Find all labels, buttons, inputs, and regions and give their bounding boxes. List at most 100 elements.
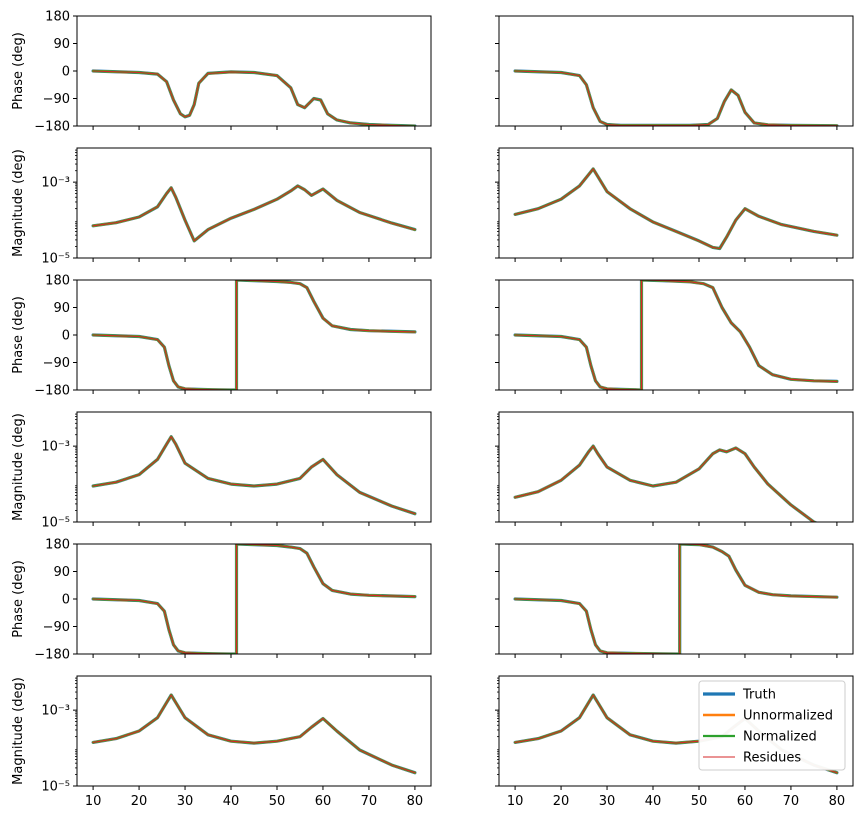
- series-line-normalized-r1c1: [91, 69, 416, 126]
- series-line-truth-r4c1: [91, 435, 417, 516]
- series-line-residues-r5c2: [514, 544, 838, 654]
- series-line-truth-r1c2: [513, 69, 839, 126]
- y-tick-label-r1c1-4: −180: [34, 120, 70, 135]
- y-tick-label-r5c1-1: 90: [53, 565, 70, 580]
- x-tick-label-r6c1-0: 10: [85, 794, 102, 809]
- panel-r1c1: 180 90 0 −90 −180 Phase (deg): [11, 10, 432, 135]
- axes-frame-r2c1: [76, 147, 432, 259]
- x-tick-label-r6c1-2: 30: [177, 794, 194, 809]
- legend-label-unnormalized: Unnormalized: [743, 709, 833, 724]
- series-line-residues-r4c2: [514, 445, 816, 522]
- y-tick-label-r3c1-3: −90: [43, 356, 70, 371]
- panel-r2c2: [495, 147, 854, 262]
- x-tick-label-r6c2-2: 30: [599, 794, 616, 809]
- x-tick-label-r6c1-5: 60: [315, 794, 332, 809]
- x-tick-label-r6c1-3: 40: [223, 794, 240, 809]
- series-line-truth-r6c1: [91, 693, 417, 775]
- y-tick-label-r3c1-2: 0: [62, 329, 70, 344]
- series-line-unnormalized-r6c1: [91, 693, 417, 775]
- y-tick-label-r1c1-2: 0: [62, 65, 70, 80]
- y-tick-label-r4c1-0: 10⁻³: [41, 440, 70, 455]
- series-line-unnormalized-r1c2: [513, 69, 839, 126]
- legend-label-residues: Residues: [743, 751, 801, 766]
- y-tick-label-r4c1-1: 10⁻⁵: [41, 516, 70, 531]
- series-line-unnormalized-r3c1: [91, 280, 417, 390]
- series-line-normalized-r3c1: [91, 280, 416, 390]
- series-line-normalized-r1c2: [513, 69, 839, 126]
- series-line-residues-r1c1: [92, 70, 416, 126]
- y-tick-label-r6c1-0: 10⁻³: [41, 704, 70, 719]
- series-line-truth-r2c1: [91, 184, 417, 243]
- axes-frame-r4c2: [498, 411, 854, 523]
- y-tick-label-r1c1-0: 180: [45, 10, 70, 25]
- series-line-normalized-r6c1: [91, 693, 416, 774]
- y-tick-label-r5c1-3: −90: [43, 620, 70, 635]
- y-tick-label-r3c1-1: 90: [53, 301, 70, 316]
- y-axis-label-r1c1: Phase (deg): [11, 32, 26, 110]
- series-line-truth-r3c2: [513, 280, 839, 390]
- x-tick-label-r6c2-0: 10: [507, 794, 524, 809]
- series-line-unnormalized-r4c2: [513, 444, 818, 522]
- axes-frame-r2c2: [498, 147, 854, 259]
- series-line-truth-r2c2: [513, 167, 839, 251]
- series-line-normalized-r5c2: [513, 544, 839, 654]
- series-line-residues-r1c2: [514, 70, 838, 126]
- y-axis-label-r5c1: Phase (deg): [11, 560, 26, 638]
- y-tick-label-r3c1-4: −180: [34, 384, 70, 399]
- series-line-normalized-r4c1: [91, 435, 416, 515]
- x-tick-label-r6c2-3: 40: [645, 794, 662, 809]
- y-tick-label-r5c1-4: −180: [34, 648, 70, 663]
- x-tick-label-r6c2-6: 70: [783, 794, 800, 809]
- series-line-normalized-r2c2: [513, 167, 839, 250]
- y-tick-label-r1c1-3: −90: [43, 92, 70, 107]
- axes-frame-r4c1: [76, 411, 432, 523]
- panel-r5c1: 180 90 0 −90 −180 Phase (deg): [11, 538, 432, 663]
- series-line-truth-r3c1: [91, 280, 417, 390]
- x-tick-label-r6c2-7: 80: [829, 794, 846, 809]
- y-axis-label-r3c1: Phase (deg): [11, 296, 26, 374]
- series-line-normalized-r5c1: [91, 544, 416, 654]
- y-tick-label-r2c1-1: 10⁻⁵: [41, 252, 70, 267]
- series-line-normalized-r3c2: [513, 280, 839, 390]
- y-axis-label-r2c1: Magnitude (deg): [11, 149, 26, 257]
- series-line-residues-r2c2: [514, 168, 838, 250]
- legend-label-normalized: Normalized: [743, 730, 817, 745]
- axes-frame-r6c1: [76, 675, 432, 787]
- y-tick-label-r2c1-0: 10⁻³: [41, 176, 70, 191]
- panel-r4c2: [495, 411, 854, 526]
- series-line-unnormalized-r5c1: [91, 544, 417, 654]
- series-line-residues-r4c1: [92, 436, 416, 515]
- y-tick-label-r5c1-0: 180: [45, 538, 70, 553]
- x-tick-label-r6c1-4: 50: [269, 794, 286, 809]
- series-line-truth-r5c2: [513, 544, 839, 654]
- series-line-unnormalized-r1c1: [91, 69, 417, 126]
- legend-frame: [698, 680, 846, 771]
- x-tick-label-r6c1-6: 70: [361, 794, 378, 809]
- panel-r3c2: [495, 279, 854, 394]
- panel-r2c1: 10⁻³ 10⁻⁵ Magnitude (deg): [11, 147, 432, 267]
- y-tick-label-r6c1-1: 10⁻⁵: [41, 780, 70, 795]
- y-axis-label-r4c1: Magnitude (deg): [11, 413, 26, 521]
- x-tick-label-r6c1-7: 80: [407, 794, 424, 809]
- series-line-unnormalized-r4c1: [91, 435, 417, 516]
- panel-r5c2: [495, 543, 854, 658]
- series-line-normalized-r4c2: [513, 445, 817, 522]
- series-line-truth-r5c1: [91, 544, 417, 654]
- panel-r1c2: [495, 15, 854, 130]
- y-axis-label-r6c1: Magnitude (deg): [11, 677, 26, 785]
- y-tick-label-r5c1-2: 0: [62, 593, 70, 608]
- legend-label-truth: Truth: [742, 688, 776, 703]
- series-line-residues-r6c1: [92, 694, 416, 774]
- legend: Truth Unnormalized Normalized Residues: [698, 680, 846, 771]
- series-line-unnormalized-r2c2: [513, 167, 839, 250]
- x-tick-label-r6c2-4: 50: [691, 794, 708, 809]
- series-line-residues-r3c2: [514, 280, 838, 390]
- series-line-unnormalized-r3c2: [513, 280, 839, 390]
- series-line-residues-r2c1: [92, 185, 416, 242]
- series-line-unnormalized-r5c2: [513, 544, 839, 654]
- series-line-residues-r3c1: [92, 280, 416, 390]
- panel-r3c1: 180 90 0 −90 −180 Phase (deg): [11, 274, 432, 399]
- panel-r4c1: 10⁻³ 10⁻⁵ Magnitude (deg): [11, 411, 432, 531]
- axes-frame-r6c2: [498, 675, 854, 787]
- series-line-truth-r4c2: [513, 444, 819, 522]
